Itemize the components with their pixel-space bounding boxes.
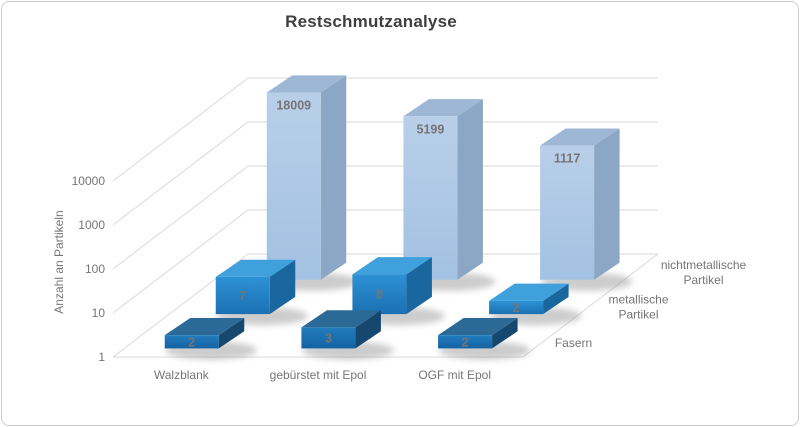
svg-text:Partikel: Partikel (618, 308, 658, 322)
bar-metallische-c1: 8 (352, 257, 445, 326)
svg-text:1000: 1000 (78, 218, 105, 232)
series-axis-labels: FasernmetallischePartikelnichtmetallisch… (555, 258, 747, 350)
svg-text:1: 1 (98, 350, 105, 364)
svg-text:Walzblank: Walzblank (154, 368, 210, 382)
bar-value-label: 2 (188, 335, 195, 349)
bar-value-label: 2 (462, 335, 469, 349)
bar-value-label: 2 (513, 301, 520, 315)
svg-text:OGF mit Epol: OGF mit Epol (418, 368, 491, 382)
bar-value-label: 8 (376, 288, 383, 302)
bar-fasern-c1: 3 (301, 310, 394, 360)
svg-text:Partikel: Partikel (683, 273, 723, 287)
svg-text:100: 100 (85, 262, 105, 276)
svg-text:nichtmetallische: nichtmetallische (661, 258, 747, 272)
bar-metallische-c0: 7 (215, 259, 309, 326)
bar-value-label: 5199 (417, 122, 445, 136)
bar-nichtmetallische-c1: 5199 (403, 99, 496, 291)
svg-text:Fasern: Fasern (555, 336, 592, 350)
y-axis-title: Anzahl an Partikeln (52, 210, 66, 313)
gridlines (112, 77, 659, 358)
chart-title: Restschmutzanalyse (285, 12, 457, 31)
bar-value-label: 1117 (554, 152, 580, 166)
bar-nichtmetallische-c0: 18009 (266, 75, 360, 291)
bar-fasern-c2: 2 (438, 318, 531, 360)
svg-text:Anzahl an Partikeln: Anzahl an Partikeln (52, 210, 66, 313)
svg-text:10000: 10000 (72, 174, 106, 188)
bar-fasern-c0: 2 (164, 318, 258, 360)
series-label-fasern: Fasern (555, 336, 592, 350)
category-axis-labels: Walzblank gebürstet mit Epol OGF mit Epol (154, 368, 491, 382)
bar-metallische-c2: 2 (489, 283, 582, 326)
svg-text:10: 10 (92, 306, 106, 320)
bar-value-label: 18009 (276, 99, 311, 113)
bars: 18009 5199 1117 7 8 2 2 3 2 (164, 75, 633, 360)
bar-value-label: 3 (325, 331, 332, 345)
bar-value-label: 7 (239, 289, 246, 303)
y-axis-tick-labels: 1 10 100 1000 10000 (72, 174, 106, 364)
svg-text:metallische: metallische (608, 293, 668, 307)
bar-nichtmetallische-c2: 1117 (540, 128, 633, 291)
svg-text:gebürstet mit Epol: gebürstet mit Epol (270, 368, 367, 382)
